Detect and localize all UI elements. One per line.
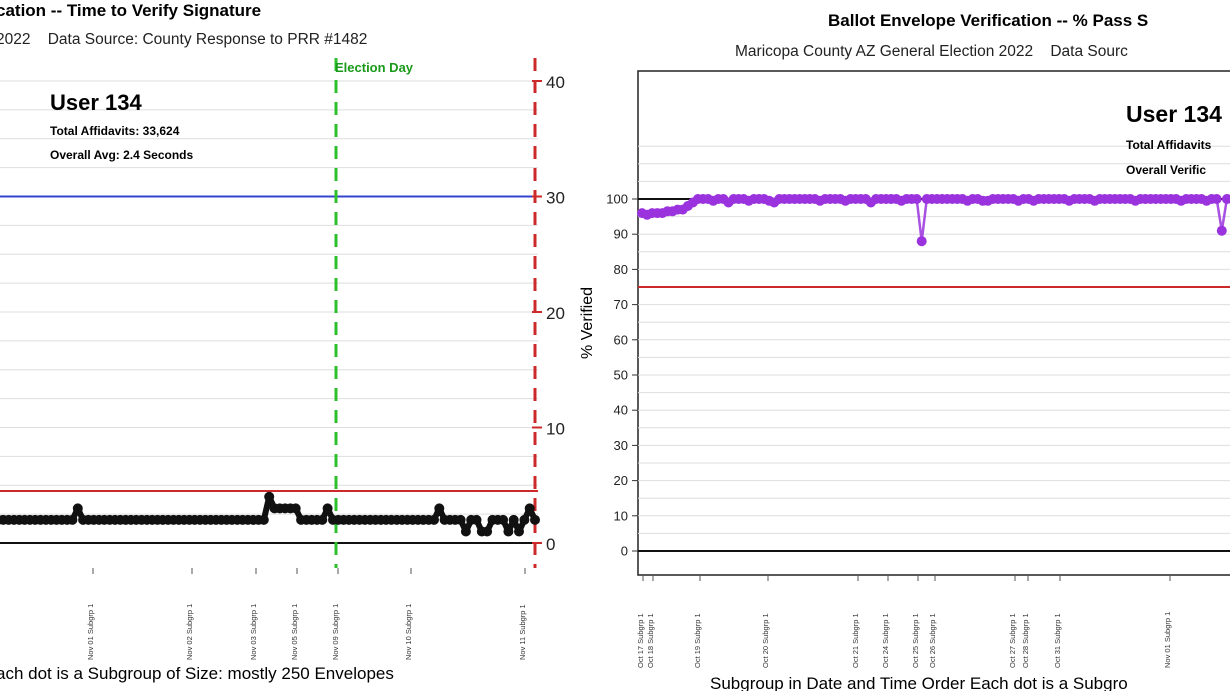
right-y-tick-label: 80 [614,262,628,277]
right-x-tick-label: Oct 17 Subgrp 1 [636,613,645,668]
left-inset-heading: User 134 [50,90,143,115]
right-x-tick-label: Oct 31 Subgrp 1 [1053,613,1062,668]
left-chart-xlabel: ach dot is a Subgroup of Size: mostly 25… [0,664,394,683]
left-data-point [482,526,493,537]
right-chart-title: Ballot Envelope Verification -- % Pass S [828,11,1148,30]
right-x-tick-label: Oct 18 Subgrp 1 [646,613,655,668]
right-chart-xlabel: Subgroup in Date and Time Order Each dot… [710,674,1128,691]
right-chart-subtitle: Maricopa County AZ General Election 2022… [735,43,1128,60]
left-chart-subtitle: 2022 Data Source: County Response to PRR… [0,31,367,48]
left-y-tick-label: 0 [546,535,555,554]
left-data-point [519,514,530,525]
right-x-axis: Oct 17 Subgrp 1 Oct 18 Subgrp 1 Oct 19 Sub… [636,575,1172,668]
left-data-point [503,526,514,537]
left-x-tick-label: Nov 09 Subgrp 1 [331,604,340,660]
right-y-tick-label: 90 [614,227,628,242]
election-day-annotation: Election Day [335,60,414,75]
left-y-tick-label: 10 [546,420,565,439]
right-data-point [1211,194,1222,204]
right-y-tick-label: 40 [614,403,628,418]
right-data-point [1216,225,1227,236]
left-x-tick-label: Nov 10 Subgrp 1 [404,604,413,660]
right-chart: Ballot Envelope Verification -- % Pass S… [579,11,1230,691]
right-plot-frame [637,70,1230,576]
left-x-tick-label: Nov 11 Subgrp 1 [518,604,527,660]
right-y-tick-label: 30 [614,438,628,453]
right-x-tick-label: Oct 20 Subgrp 1 [761,613,770,668]
left-series [0,491,540,537]
left-x-tick-label: Nov 03 Subgrp 1 [249,604,258,660]
left-data-point [460,526,471,537]
right-inset-heading: User 134 [1126,101,1222,127]
left-chart-title: cation -- Time to Verify Signature [0,1,261,20]
left-data-point [514,526,524,537]
right-inset-line-1: Total Affidavits [1126,138,1212,152]
right-data-point [911,194,922,204]
left-y-axis: 0 10 20 30 40 [532,73,565,554]
right-x-tick-label: Nov 01 Subgrp 1 [1163,612,1172,668]
left-y-tick-label: 40 [546,73,565,92]
right-y-tick-label: 100 [606,192,628,207]
left-inset-line-1: Total Affidavits: 33,624 [50,124,180,138]
right-x-tick-label: Oct 27 Subgrp 1 [1008,613,1017,668]
left-data-point [429,514,439,525]
election-day-annotation-line: Election Day [335,60,414,75]
left-x-tick-label: Nov 02 Subgrp 1 [185,604,194,660]
right-chart-ylabel: % Verified [579,287,596,359]
left-data-point [508,514,519,525]
right-x-tick-label: Oct 25 Subgrp 1 [911,613,920,668]
right-y-tick-label: 70 [614,297,628,312]
right-y-tick-label: 10 [614,508,628,523]
right-x-tick-label: Oct 28 Subgrp 1 [1021,613,1030,668]
left-data-point [67,514,78,525]
right-y-tick-label: 0 [621,544,628,559]
left-data-point [322,503,333,514]
left-y-tick-label: 30 [546,189,565,208]
left-data-point [471,514,482,525]
left-data-point [317,514,328,525]
left-x-axis: Nov 01 Subgrp 1 Nov 02 Subgrp 1 Nov 03 Sub… [86,568,527,660]
left-data-point [258,514,269,525]
right-x-tick-label: Oct 19 Subgrp 1 [693,613,702,668]
left-data-point [290,503,301,514]
left-data-point [530,514,540,525]
right-series [637,194,1230,247]
right-inset-line-2: Overall Verific [1126,163,1206,177]
left-data-point [524,503,535,514]
left-data-point [72,503,83,514]
left-y-tick-label: 20 [546,304,565,323]
right-x-tick-label: Oct 26 Subgrp 1 [928,613,937,668]
right-x-tick-label: Oct 24 Subgrp 1 [881,613,890,668]
left-chart: cation -- Time to Verify Signature 2022 … [0,1,565,683]
right-y-tick-label: 20 [614,473,628,488]
right-y-tick-label: 50 [614,368,628,383]
left-data-point [264,491,275,502]
left-x-tick-label: Nov 01 Subgrp 1 [86,604,95,660]
left-x-tick-label: Nov 05 Subgrp 1 [290,604,299,660]
left-data-point [434,503,445,514]
right-data-point [916,236,927,247]
right-data-point [1227,194,1230,204]
right-y-axis: 0 10 20 30 40 50 60 70 80 90 100 [606,192,638,559]
left-inset-line-2: Overall Avg: 2.4 Seconds [50,148,193,162]
left-data-point [455,514,466,525]
right-x-tick-label: Oct 21 Subgrp 1 [851,613,860,668]
right-y-tick-label: 60 [614,332,628,347]
left-data-point [498,514,509,525]
